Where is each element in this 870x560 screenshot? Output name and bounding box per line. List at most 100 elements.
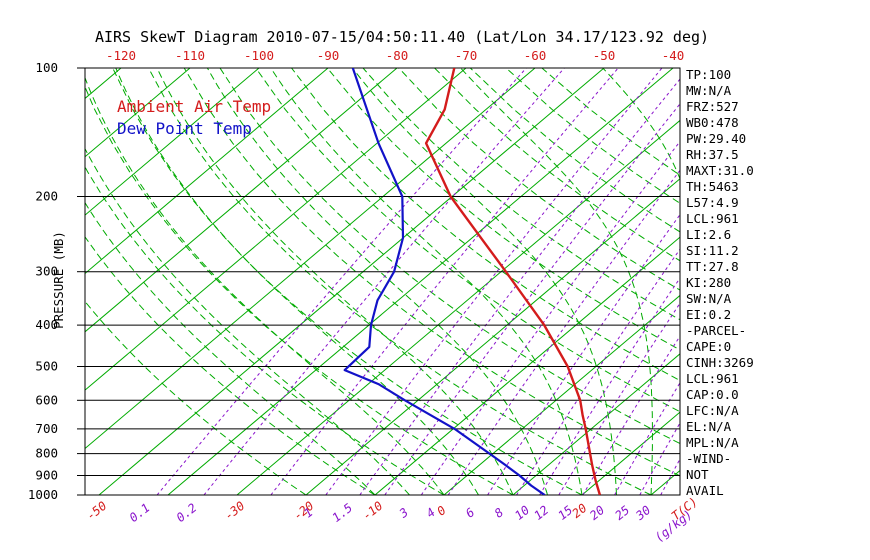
dry-adiabat-line [291, 68, 680, 382]
isotherm-line [98, 68, 605, 495]
dry-adiabat-line [85, 165, 445, 495]
mixing-ratio-tick-label: 25 [612, 503, 632, 523]
sounding-profiles [343, 68, 602, 495]
temperature-curve [424, 68, 602, 495]
mixing-ratio-tick: 10 [512, 503, 532, 523]
moist-adiabat-line [85, 201, 376, 495]
dry-adiabat-line [219, 68, 680, 445]
mixing-ratio-tick-label: 30 [632, 503, 653, 524]
mixing-ratio-tick: 20 [587, 503, 607, 523]
mixing-ratio-line [447, 169, 680, 495]
mixing-ratio-tick-label: 6 [463, 505, 477, 520]
mixing-ratio-tick-label: 10 [512, 503, 532, 523]
dry-adiabat-line [85, 300, 307, 495]
top-temp-tick-label: -110 [175, 48, 205, 63]
mixing-ratio-tick: 15 [555, 503, 575, 523]
pressure-tick-label: 400 [35, 317, 58, 332]
isotherm-line [374, 236, 680, 495]
dewpoint-curve [343, 68, 546, 495]
dry-adiabat-line [85, 85, 514, 495]
stats-item: MPL:N/A [686, 435, 739, 450]
top-temp-tick-label: -50 [593, 48, 616, 63]
mixing-ratio-tick-label: 0.2 [174, 501, 200, 525]
stats-item: WB0:478 [686, 115, 739, 130]
stats-item: CAPE:0 [686, 339, 731, 354]
isotherm-line [85, 68, 191, 158]
pressure-tick-label: 300 [35, 264, 58, 279]
mixing-ratio-tick-label: 3 [396, 505, 411, 521]
mixing-ratio-tick: 6 [463, 505, 477, 520]
pressure-tick-label: 500 [35, 359, 58, 374]
mixing-ratio-line [325, 68, 663, 495]
moist-adiabat-line [460, 68, 653, 495]
mixing-ratio-line [384, 103, 680, 495]
top-temp-tick-label: -90 [317, 48, 340, 63]
stats-item: TT:27.8 [686, 259, 739, 274]
pressure-tick-label: 100 [35, 60, 58, 75]
plot-border [84, 67, 681, 496]
mixing-ratio-line [639, 421, 680, 495]
dry-adiabat-line [85, 235, 376, 495]
legend-dew-point-temp: Dew Point Temp [117, 119, 252, 138]
dry-adiabat-line [112, 68, 583, 495]
isotherm-line [305, 178, 680, 495]
isotherm-line [85, 68, 260, 216]
stats-item: SW:N/A [686, 291, 732, 306]
dry-adiabat-line [362, 68, 680, 321]
mixing-ratio-line [203, 68, 565, 495]
stats-item: RH:37.5 [686, 147, 739, 162]
stats-item: SI:11.2 [686, 243, 739, 258]
moist-adiabat-line [115, 68, 479, 495]
mixing-ratio-tick-label: 20 [587, 503, 607, 523]
bottom-temp-tick-label: -30 [222, 499, 248, 523]
moist-adiabat-line [156, 68, 514, 495]
pressure-tick-label: 200 [35, 189, 58, 204]
stats-item: EL:N/A [686, 419, 732, 434]
isotherm-line [512, 353, 680, 495]
stats-item: MW:N/A [686, 83, 732, 98]
stats-panel: TP:100MW:N/AFRZ:527WB0:478PW:29.40RH:37.… [686, 67, 754, 498]
dry-adiabat-line [183, 68, 680, 477]
top-temp-tick-label: -100 [244, 48, 274, 63]
isotherm-line [85, 68, 398, 333]
isotherm-line [650, 469, 680, 495]
mixing-ratio-tick: 0.2 [174, 501, 200, 525]
mixing-ratio-tick: 12 [531, 503, 551, 523]
mixing-ratio-line [539, 277, 680, 495]
mixing-ratio-tick: 30 [632, 503, 653, 524]
pressure-tick-label: 1000 [28, 487, 58, 502]
legend-ambient-air-temp: Ambient Air Temp [117, 97, 271, 116]
mixing-ratio-line [487, 213, 680, 495]
mixing-ratio-line [156, 68, 527, 495]
mixing-ratio-tick: 1.5 [329, 501, 355, 525]
background-grid-lines [85, 68, 680, 495]
isotherm-line [236, 119, 680, 495]
mixing-ratio-tick-label: 1.5 [329, 501, 355, 525]
mixing-ratio-line [614, 381, 680, 495]
moist-adiabat-line [85, 76, 445, 495]
stats-item: TP:100 [686, 67, 731, 82]
isotherm-line [443, 294, 680, 495]
pressure-tick-label: 900 [35, 468, 58, 483]
stats-item: KI:280 [686, 275, 731, 290]
top-temp-tick-label: -80 [386, 48, 409, 63]
mixing-ratio-tick-label: 15 [555, 503, 575, 523]
top-temp-tick-label: -120 [106, 48, 136, 63]
stats-item: -PARCEL- [686, 323, 746, 338]
isotherm-line [85, 68, 536, 450]
stats-item: AVAIL [686, 483, 724, 498]
isotherm-line [581, 411, 680, 495]
mixing-ratio-line [359, 78, 680, 495]
dry-adiabat-line [398, 68, 680, 291]
mixing-ratio-tick: 3 [396, 505, 411, 521]
stats-item: NOT [686, 467, 709, 482]
chart-title: AIRS SkewT Diagram 2010-07-15/04:50:11.4… [95, 28, 709, 46]
stats-item: LFC:N/A [686, 403, 739, 418]
isotherm-line [85, 68, 467, 391]
pressure-tick-label: 800 [35, 446, 58, 461]
bottom-temp-tick-label: -10 [360, 499, 386, 523]
moist-adiabat-line [270, 68, 583, 495]
isotherm-line [85, 68, 329, 275]
